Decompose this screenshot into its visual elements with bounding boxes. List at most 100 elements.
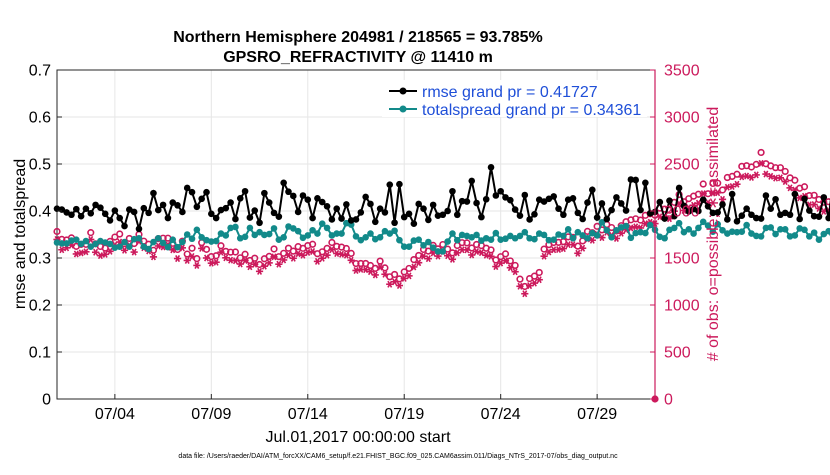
chart-subtitle: GPSRO_REFRACTIVITY @ 11410 m [223, 49, 493, 66]
series-point-rmse [637, 207, 644, 214]
series-point-totalspread [541, 232, 548, 239]
series-point-rmse [189, 189, 196, 196]
series-point-totalspread [473, 232, 480, 239]
series-point-rmse [521, 192, 528, 199]
series-point-rmse [608, 207, 615, 214]
series-point-totalspread [338, 230, 345, 237]
series-point-rmse [290, 193, 297, 200]
series-point-rmse [68, 211, 75, 218]
series-point-rmse [165, 215, 172, 222]
series-point-rmse [657, 199, 664, 206]
series-point-totalspread [782, 226, 789, 233]
series-point-totalspread [295, 228, 302, 235]
series-point-totalspread [242, 234, 249, 241]
series-point-rmse [386, 181, 393, 188]
series-point-totalspread [367, 230, 374, 237]
x-tick-label: 07/04 [95, 406, 135, 423]
series-point-totalspread [83, 238, 90, 245]
series-point-rmse [579, 216, 586, 223]
series-point-rmse [796, 216, 803, 223]
series-point-totalspread [690, 230, 697, 237]
series-point-rmse [155, 207, 162, 214]
series-point-rmse [276, 213, 283, 220]
series-point-totalspread [531, 236, 538, 243]
series-point-rmse [763, 192, 770, 199]
series-point-totalspread [136, 235, 143, 242]
series-point-rmse [372, 219, 379, 226]
series-point-rmse [309, 215, 316, 222]
series-point-rmse [382, 209, 389, 216]
series-point-totalspread [449, 230, 456, 237]
series-point-rmse [232, 216, 239, 223]
series-point-rmse [198, 195, 205, 202]
series-point-rmse [430, 202, 437, 209]
series-point-totalspread [213, 238, 220, 245]
series-point-rmse [304, 196, 311, 203]
series-point-rmse [107, 217, 114, 224]
series-point-rmse [358, 209, 365, 216]
series-point-totalspread [647, 222, 654, 229]
y2-tick-label: 1500 [664, 251, 700, 268]
series-point-totalspread [603, 227, 610, 234]
series-point-rmse [584, 199, 591, 206]
series-point-rmse [420, 205, 427, 212]
series-point-totalspread [628, 234, 635, 241]
series-point-rmse [473, 200, 480, 207]
series-point-totalspread [743, 222, 750, 229]
series-point-totalspread [179, 239, 186, 246]
series-point-rmse [464, 198, 471, 205]
series-point-rmse [816, 213, 823, 220]
series-point-rmse [353, 216, 360, 223]
series-point-rmse [367, 201, 374, 208]
series-point-rmse [623, 207, 630, 214]
y-tick-label: 0.1 [29, 345, 51, 362]
y-axis-label: rmse and totalspread [12, 159, 29, 309]
y2-tick-label: 2000 [664, 204, 700, 221]
series-point-totalspread [391, 227, 398, 234]
y-tick-label: 0.4 [29, 204, 51, 221]
series-point-totalspread [324, 225, 331, 232]
series-point-totalspread [811, 229, 818, 236]
y-tick-label: 0.7 [29, 63, 51, 80]
series-point-rmse [806, 207, 813, 214]
series-point-rmse [338, 215, 345, 222]
series-point-rmse [758, 215, 765, 222]
series-point-totalspread [415, 236, 422, 243]
y2-tick-label: 1000 [664, 298, 700, 315]
series-point-totalspread [739, 228, 746, 235]
series-point-totalspread [642, 230, 649, 237]
series-point-rmse [227, 199, 234, 206]
series-point-rmse [247, 214, 254, 221]
series-point-rmse [406, 211, 413, 218]
series-point-rmse [483, 196, 490, 203]
series-point-totalspread [816, 236, 823, 243]
series-point-rmse [820, 194, 827, 201]
series-point-rmse [343, 201, 350, 208]
series-point-totalspread [623, 223, 630, 230]
series-point-totalspread [493, 230, 500, 237]
series-point-rmse [444, 208, 451, 215]
series-point-rmse [531, 211, 538, 218]
series-point-totalspread [222, 232, 229, 239]
series-point-totalspread [247, 225, 254, 232]
series-point-rmse [391, 219, 398, 226]
series-point-rmse [256, 219, 263, 226]
series-point-rmse [618, 200, 625, 207]
series-point-totalspread [758, 233, 765, 240]
y-tick-label: 0 [42, 392, 51, 409]
series-point-rmse [739, 212, 746, 219]
series-point-rmse [112, 207, 119, 214]
series-point-rmse [131, 209, 138, 216]
series-point-rmse [734, 218, 741, 225]
series-point-rmse [599, 200, 606, 207]
series-point-rmse [121, 223, 128, 230]
y2-tick-label: 3000 [664, 110, 700, 127]
series-point-totalspread [550, 236, 557, 243]
series-point-rmse [724, 216, 731, 223]
chart-title: Northern Hemisphere 204981 / 218565 = 93… [173, 29, 543, 46]
legend-label-totalspread: totalspread grand pr = 0.34361 [422, 102, 641, 119]
series-point-rmse [78, 213, 85, 220]
series-point-totalspread [194, 227, 201, 234]
series-point-totalspread [695, 225, 702, 232]
